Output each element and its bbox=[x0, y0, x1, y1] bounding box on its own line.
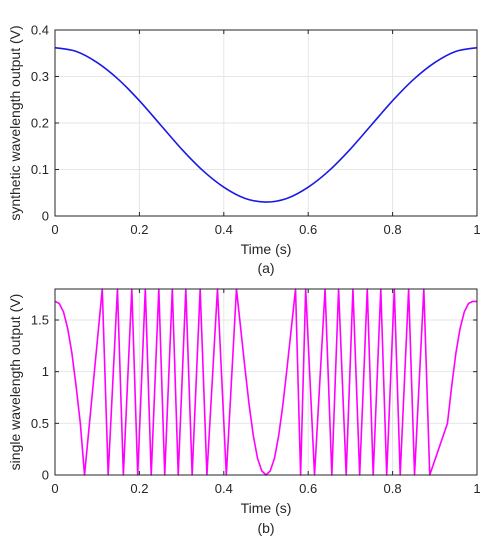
panel-a-ytick-label: 0 bbox=[42, 209, 49, 224]
panel-b-ytick-label: 0.5 bbox=[31, 416, 49, 431]
panel-a-xtick-label: 0.6 bbox=[299, 222, 317, 237]
panel-a-ytick-label: 0.4 bbox=[31, 23, 49, 38]
panel-a-chart: 0 0.2 0.4 0.6 0.8 1 0 0.1 0.2 0.3 0.4 Time (s) synth… bbox=[7, 23, 481, 277]
panel-b-xlabel: Time (s) bbox=[241, 500, 292, 516]
panel-b-ytick-label: 1 bbox=[42, 364, 49, 379]
panel-a-xtick-label: 1 bbox=[473, 222, 480, 237]
panel-a-xtick-label: 0.2 bbox=[130, 222, 148, 237]
panel-b-plot-frame bbox=[54, 288, 478, 476]
panel-b-ytick-label: 0 bbox=[42, 468, 49, 483]
panel-a-ytick-label: 0.3 bbox=[31, 69, 49, 84]
panel-b-caption: (b) bbox=[257, 520, 274, 536]
panel-a-ytick-label: 0.2 bbox=[31, 116, 49, 131]
panel-a-xtick-label: 0.8 bbox=[384, 222, 402, 237]
panel-b-xtick-label: 0.4 bbox=[215, 481, 233, 496]
panel-b-series-line bbox=[55, 288, 477, 476]
panel-a-series-line bbox=[55, 46, 477, 203]
panel-b-ylabel: single wavelength output (V) bbox=[7, 294, 23, 471]
panel-a-ylabel: synthetic wavelength output (V) bbox=[7, 25, 23, 220]
panel-a-xtick-label: 0.4 bbox=[215, 222, 233, 237]
panel-b-chart: 0 0.2 0.4 0.6 0.8 1 0 0.5 1 1.5 Time (s) single wav… bbox=[7, 288, 481, 536]
panel-b-xtick-label: 0.8 bbox=[384, 481, 402, 496]
panel-a-caption: (a) bbox=[257, 260, 274, 276]
panel-b-xtick-label: 0.6 bbox=[299, 481, 317, 496]
panel-a-xtick-label: 0 bbox=[51, 222, 58, 237]
panel-a-ytick-label: 0.1 bbox=[31, 162, 49, 177]
panel-b-xtick-label: 1 bbox=[473, 481, 480, 496]
panel-b-xtick-label: 0.2 bbox=[130, 481, 148, 496]
panel-b-ytick-label: 1.5 bbox=[31, 313, 49, 328]
panel-b-xtick-label: 0 bbox=[51, 481, 58, 496]
panel-a-xlabel: Time (s) bbox=[241, 241, 292, 257]
